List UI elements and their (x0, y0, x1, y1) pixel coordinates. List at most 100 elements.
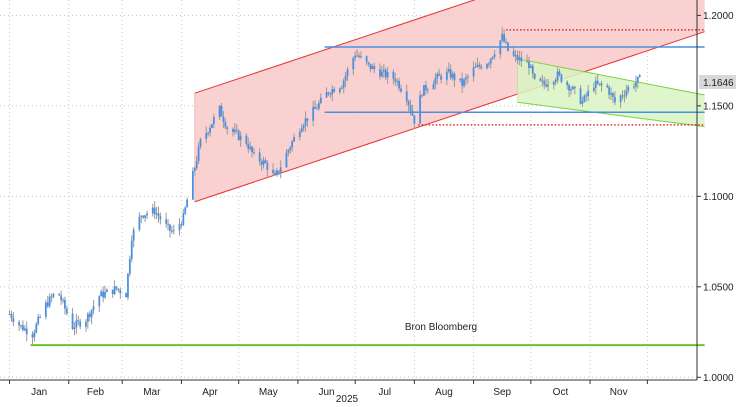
candle-body (247, 144, 250, 149)
candle-body (226, 127, 229, 129)
candle-body (619, 95, 622, 103)
axis-ticks: 1.0000 1.0500 1.1000 1.1500 1.2000 Jan Feb Mar A… (9, 11, 734, 398)
candle-body (117, 288, 120, 290)
candle-body (636, 76, 639, 83)
candle-body (625, 90, 628, 96)
candle-body (186, 199, 189, 208)
candle-body (634, 82, 637, 87)
candle-body (209, 128, 211, 133)
candle-body (503, 34, 506, 42)
candle-body (302, 125, 305, 129)
candle-body (566, 82, 569, 86)
candle-body (258, 152, 261, 162)
candle-body (340, 87, 343, 89)
candle-body (339, 88, 341, 92)
candle-body (487, 63, 490, 65)
x-tick-label: Aug (435, 387, 453, 398)
candle-body (237, 130, 240, 141)
candle-body (178, 224, 181, 231)
candle-body (20, 325, 22, 327)
candle-body (318, 103, 320, 109)
candle-body (331, 89, 334, 95)
candle-body (319, 97, 322, 104)
candle-body (528, 61, 530, 68)
candle-body (459, 78, 462, 81)
candle-body (235, 129, 238, 131)
candle-body (312, 107, 315, 121)
candle-body (379, 69, 381, 77)
candle-body (434, 78, 437, 85)
candle-body (142, 215, 145, 218)
candle-body (354, 55, 357, 59)
candle-body (413, 115, 416, 124)
candle-body (298, 132, 301, 137)
candle-body (10, 314, 13, 319)
candle-body (568, 85, 570, 91)
candle-body (277, 170, 280, 173)
candle-body (132, 229, 135, 241)
candle-body (165, 219, 168, 224)
candle-body (191, 170, 194, 200)
candle-body (358, 55, 360, 58)
candle-body (52, 293, 55, 297)
x-tick-label: Jan (31, 387, 47, 398)
candle-body (184, 207, 187, 214)
candle-body (144, 215, 147, 218)
candle-body (79, 321, 82, 327)
candle-body (352, 58, 355, 70)
candle-body (424, 85, 427, 91)
candle-body (207, 132, 210, 134)
candle-body (245, 135, 248, 145)
candle-body (381, 71, 383, 77)
candle-body (344, 75, 347, 81)
candle-body (346, 69, 349, 76)
x-tick-label: Nov (610, 387, 628, 398)
candle-body (167, 223, 169, 225)
candle-body (423, 85, 425, 96)
candle-body (12, 318, 15, 322)
candle-body (140, 215, 143, 217)
candle-body (18, 321, 20, 326)
candle-body (382, 69, 385, 72)
candle-body (610, 93, 612, 95)
candle-body (365, 56, 368, 63)
candle-body (445, 71, 448, 80)
candle-body (304, 118, 307, 126)
candle-body (8, 313, 11, 315)
candle-body (570, 89, 572, 91)
candle-body (463, 79, 465, 86)
candle-body (541, 80, 544, 82)
candle-body (478, 64, 481, 67)
candle-body (279, 167, 282, 173)
candle-body (58, 293, 61, 296)
candle-body (77, 320, 80, 322)
candle-body (151, 207, 154, 214)
candle-body (127, 273, 129, 298)
candle-body (60, 295, 63, 301)
candle-body (405, 91, 408, 102)
candle-body (489, 58, 492, 64)
candle-body (25, 328, 28, 335)
candle-body (621, 95, 624, 97)
candle-body (539, 78, 542, 81)
candle-body (155, 213, 158, 215)
candle-body (266, 162, 269, 170)
candle-body (633, 86, 635, 88)
candle-body (396, 80, 399, 82)
candle-body (232, 128, 234, 132)
candle-body (505, 41, 507, 43)
annotation-lines (30, 29, 705, 347)
candle-body (128, 258, 131, 274)
candle-body (556, 71, 559, 80)
candle-body (543, 80, 546, 85)
red-channel-lower-line (194, 31, 705, 203)
candle-body (153, 207, 156, 215)
candle-body (476, 64, 479, 67)
candle-body (71, 313, 74, 330)
candle-body (371, 66, 374, 70)
candle-body (554, 79, 557, 83)
y-tick-label: 1.1000 (703, 192, 734, 203)
x-tick-label: Mar (143, 387, 161, 398)
candle-body (547, 84, 549, 87)
price-candles (8, 27, 641, 345)
